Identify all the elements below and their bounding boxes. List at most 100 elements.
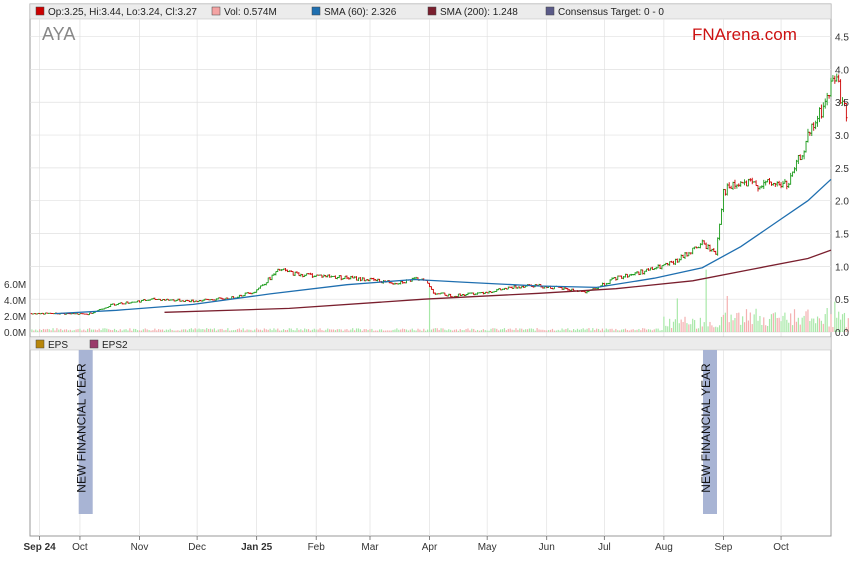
volume-bar — [436, 328, 438, 332]
volume-bar — [455, 329, 458, 332]
volume-bar — [555, 330, 557, 332]
volume-bar — [42, 328, 45, 332]
volume-bar — [123, 329, 125, 332]
volume-bar — [165, 329, 167, 332]
volume-bar — [329, 329, 331, 332]
volume-bar — [626, 329, 628, 332]
legend-bottom: EPS EPS2 — [35, 339, 128, 351]
volume-bar — [813, 318, 815, 332]
volume-bar — [742, 316, 744, 332]
volume-bar — [281, 330, 283, 332]
volume-bar — [632, 329, 634, 332]
volume-bar — [574, 330, 577, 332]
volume-bar — [496, 328, 498, 332]
volume-bar — [692, 318, 694, 332]
volume-bar — [524, 329, 527, 332]
volume-bar — [77, 329, 79, 332]
volume-bar — [822, 323, 824, 332]
volume-bar — [784, 312, 786, 332]
volume-bar — [340, 329, 342, 332]
volume-bar — [160, 329, 162, 332]
sma60-line — [54, 178, 832, 315]
volume-bar — [811, 318, 813, 332]
volume-bar — [665, 325, 667, 332]
volume-bar — [448, 329, 450, 332]
volume-bar — [346, 329, 348, 332]
volume-bar — [403, 329, 406, 332]
volume-bar — [261, 330, 264, 332]
volume-bar — [125, 329, 127, 332]
volume-bar — [206, 328, 208, 332]
volume-bar — [392, 329, 394, 332]
volume-bar — [411, 328, 413, 332]
volume-bar — [559, 330, 561, 332]
price-tick-label: 1.5 — [835, 230, 849, 241]
volume-bar — [98, 328, 100, 332]
volume-bar — [655, 328, 657, 332]
volume-bar — [44, 329, 46, 332]
volume-bar — [213, 328, 216, 332]
volume-bar — [659, 330, 661, 332]
volume-bar — [686, 323, 688, 332]
legend-label: Vol: 0.574M — [224, 7, 277, 18]
volume-bar — [332, 329, 335, 332]
volume-bar — [772, 313, 774, 332]
volume-bar — [425, 330, 427, 332]
volume-bar — [432, 328, 434, 332]
volume-bar — [50, 330, 52, 332]
volume-bar — [740, 324, 742, 332]
eps-panel: EPS EPS2 NEW FINANCIAL YEAR NEW FINANCIAL … — [29, 336, 832, 537]
volume-bar — [519, 328, 521, 332]
volume-bar — [471, 328, 473, 332]
volume-bar — [816, 316, 819, 332]
volume-bar — [730, 314, 732, 332]
volume-bar — [509, 328, 511, 332]
volume-bar — [805, 311, 807, 332]
volume-bar — [336, 329, 338, 332]
legend-label: EPS — [48, 340, 68, 351]
volume-bar — [104, 328, 106, 332]
volume-bar — [136, 330, 139, 332]
volume-bar — [563, 329, 565, 332]
volume-bar — [684, 316, 686, 332]
volume-bar — [254, 329, 256, 332]
volume-bar — [832, 327, 834, 332]
volume-bar — [649, 329, 652, 332]
date-tick-label: Dec — [188, 542, 206, 553]
volume-bar — [747, 320, 750, 332]
volume-bar — [720, 316, 723, 332]
volume-bar — [521, 328, 523, 332]
volume-bar — [638, 328, 640, 332]
volume-bar — [801, 317, 803, 332]
volume-bar — [304, 328, 306, 332]
volume-bar — [65, 329, 68, 332]
volume-bar — [465, 329, 467, 332]
volume-bar — [459, 329, 461, 332]
volume-bar — [204, 329, 206, 332]
volume-bar — [279, 330, 281, 332]
volume-bar — [653, 329, 655, 332]
volume-bar — [413, 330, 415, 332]
financial-year-markers: NEW FINANCIAL YEAR NEW FINANCIAL YEAR — [75, 350, 717, 514]
volume-bar — [571, 330, 573, 332]
volume-bar — [475, 330, 477, 332]
volume-bar — [161, 329, 164, 332]
volume-bar — [133, 328, 135, 332]
legend-top: Op:3.25, Hi:3.44, Lo:3.24, Cl:3.27 Vol: 0… — [35, 6, 664, 18]
volume-bar — [142, 329, 144, 332]
volume-bar — [119, 329, 121, 332]
date-tick-label: Apr — [422, 542, 438, 553]
price-tick-label: 1.0 — [835, 262, 849, 273]
volume-bar — [645, 329, 648, 332]
volume-bar — [244, 330, 246, 332]
volume-bar — [767, 325, 769, 332]
volume-bar — [31, 329, 33, 332]
volume-bar — [400, 329, 402, 332]
volume-bar — [223, 330, 225, 332]
volume-tick-label: 6.0M — [4, 280, 26, 291]
volume-bar — [745, 309, 748, 332]
volume-bar — [313, 328, 315, 332]
volume-bar — [188, 328, 191, 332]
volume-bar — [369, 329, 371, 332]
date-tick-label: May — [478, 542, 497, 553]
